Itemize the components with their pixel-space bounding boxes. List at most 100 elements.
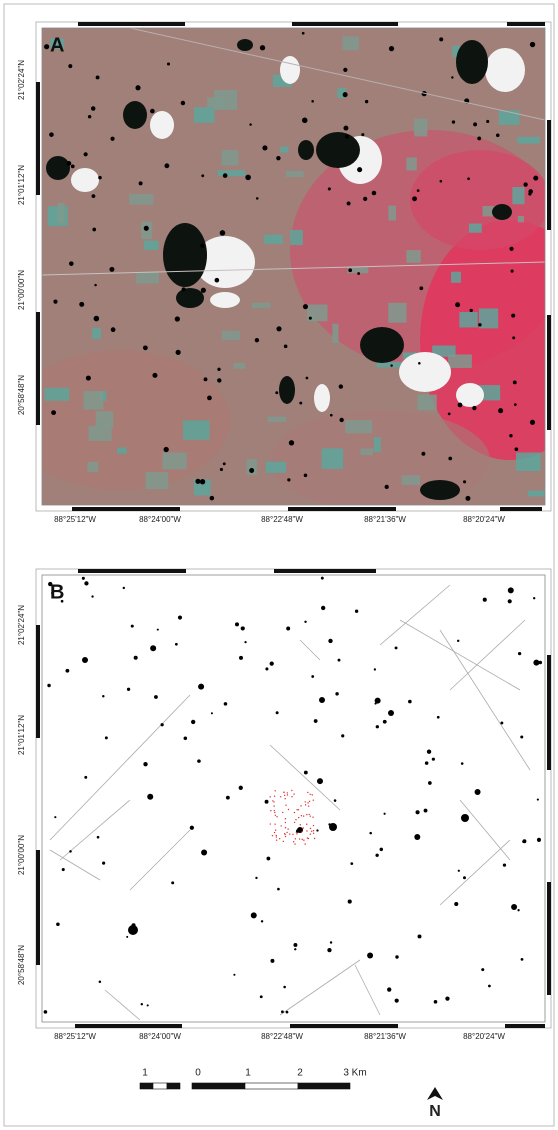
green-patch — [347, 267, 369, 274]
red-speckle — [283, 833, 286, 835]
red-speckle — [310, 830, 313, 832]
red-speckle — [307, 802, 309, 804]
red-speckle — [300, 815, 303, 817]
green-patch — [401, 475, 421, 485]
graticule-bar — [547, 315, 551, 430]
feature-dot — [311, 100, 314, 103]
red-speckle — [297, 816, 300, 819]
feature-dot — [61, 868, 65, 872]
feature-dot — [313, 719, 318, 723]
feature-dot — [316, 829, 319, 832]
feature-dot — [454, 901, 459, 907]
feature-dot — [319, 697, 325, 703]
feature-dot — [198, 683, 205, 690]
feature-dot — [387, 710, 394, 717]
red-speckle — [300, 805, 302, 807]
feature-dot — [222, 173, 228, 178]
feature-dot — [209, 495, 215, 501]
red-speckle — [296, 809, 298, 811]
longitude-label: 88°21'36"W — [364, 515, 406, 524]
feature-dot — [174, 316, 180, 322]
longitude-label: 88°21'36"W — [364, 1032, 406, 1041]
feature-dot — [266, 856, 271, 861]
feature-dot — [303, 770, 308, 775]
feature-dot — [361, 133, 365, 137]
scale-segment — [166, 1082, 181, 1090]
feature-dot — [214, 277, 220, 283]
dark-patch — [456, 40, 488, 84]
feature-dot — [87, 114, 92, 119]
graticule-bar — [500, 507, 542, 511]
feature-dot — [301, 117, 308, 124]
feature-dot — [320, 576, 324, 580]
dark-patch — [279, 376, 295, 404]
feature-dot — [65, 668, 70, 673]
red-speckle — [302, 827, 304, 829]
red-speckle — [307, 791, 309, 794]
feature-dot — [533, 597, 536, 600]
feature-dot — [69, 850, 72, 853]
lineament — [379, 584, 451, 646]
green-patch — [406, 157, 417, 171]
feature-dot — [481, 968, 485, 972]
green-patch — [290, 229, 303, 246]
feature-dot — [533, 659, 540, 666]
dark-patch — [316, 132, 360, 168]
feature-dot — [512, 380, 517, 385]
feature-dot — [436, 715, 440, 719]
longitude-label: 88°22'48"W — [261, 515, 303, 524]
green-patch — [517, 136, 540, 144]
red-speckle — [312, 832, 315, 835]
map-neatline — [41, 574, 546, 1023]
red-speckle — [286, 792, 288, 794]
feature-dot — [512, 336, 516, 340]
feature-dot — [495, 133, 500, 138]
red-speckle — [293, 793, 295, 795]
feature-dot — [316, 778, 323, 785]
red-speckle — [271, 834, 274, 837]
feature-dot — [529, 41, 536, 48]
feature-dot — [363, 196, 368, 201]
feature-dot — [335, 692, 339, 696]
feature-dot — [343, 125, 349, 131]
red-speckle — [312, 816, 314, 818]
feature-dot — [175, 349, 181, 355]
red-speckle — [302, 815, 305, 817]
feature-dot — [130, 624, 134, 628]
longitude-label: 88°20'24"W — [463, 515, 505, 524]
green-patch — [213, 90, 238, 111]
feature-dot — [91, 194, 96, 198]
dark-patch — [237, 39, 253, 51]
red-speckle — [273, 809, 276, 812]
feature-dot — [51, 591, 54, 595]
red-speckle — [297, 809, 300, 811]
feature-dot — [138, 181, 143, 186]
feature-dot — [128, 925, 138, 935]
feature-dot — [510, 269, 514, 273]
latitude-label: 20°58'48"N — [17, 375, 26, 415]
green-patch — [450, 271, 462, 283]
green-patch — [527, 490, 545, 497]
feature-dot — [533, 175, 539, 181]
feature-dot — [146, 1004, 149, 1007]
scale-segment — [152, 1082, 168, 1090]
longitude-label: 88°24'00"W — [139, 1032, 181, 1041]
feature-dot — [299, 401, 303, 405]
green-patch — [468, 223, 482, 233]
red-speckle — [312, 830, 315, 832]
feature-dot — [152, 372, 158, 378]
feature-dot — [369, 831, 372, 835]
green-patch — [88, 425, 112, 441]
red-speckle — [294, 843, 296, 845]
red-speckle — [306, 830, 308, 832]
graticule-bar — [36, 312, 40, 425]
feature-dot — [283, 985, 286, 989]
feature-dot — [500, 721, 504, 725]
red-speckle — [273, 801, 275, 803]
feature-dot — [200, 287, 206, 293]
feature-dot — [354, 609, 359, 613]
feature-dot — [68, 64, 73, 69]
feature-dot — [286, 626, 291, 631]
feature-dot — [92, 227, 97, 232]
